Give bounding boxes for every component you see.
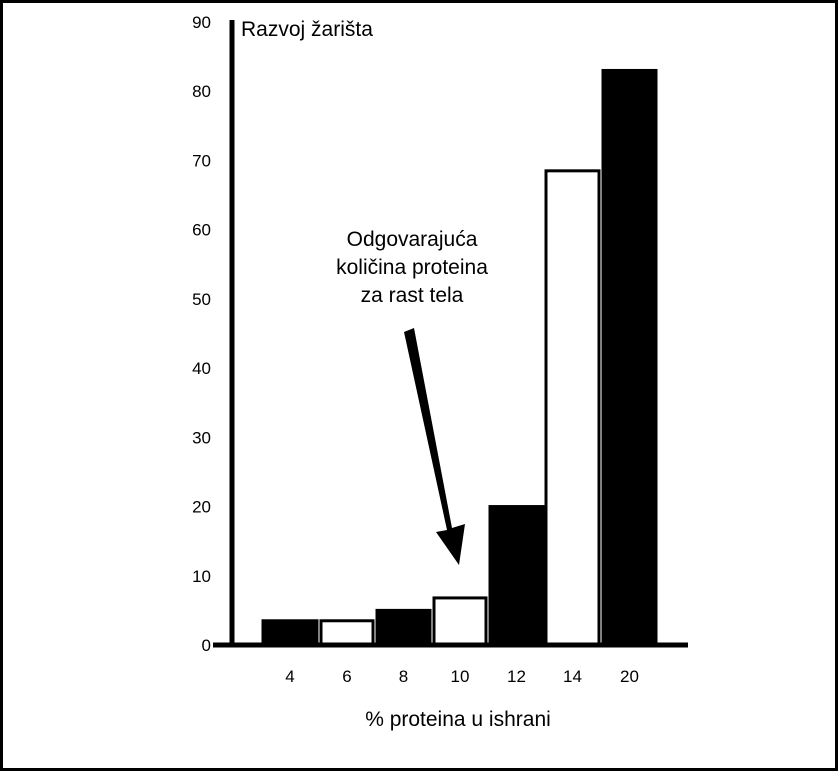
y-tick-label: 20: [192, 498, 211, 517]
x-axis-title: % proteina u ishrani: [365, 708, 551, 731]
annotation-line-2: količina proteina: [336, 256, 488, 279]
annotation: Odgovarajuća količina proteina za rast t…: [336, 228, 488, 565]
x-tick-label: 6: [342, 667, 351, 686]
x-tick-label: 20: [620, 667, 639, 686]
y-axis-title: Razvoj žarišta: [241, 18, 373, 41]
y-tick-label: 10: [192, 567, 211, 586]
x-tick-label: 4: [285, 667, 294, 686]
x-tick-label: 12: [507, 667, 526, 686]
x-tick-label: 10: [451, 667, 470, 686]
annotation-line-3: za rast tela: [361, 284, 464, 307]
y-tick-label: 40: [192, 359, 211, 378]
x-tick-label: 14: [563, 667, 582, 686]
bar-14: [544, 169, 601, 647]
bar-20: [601, 68, 658, 647]
y-tick-label: 80: [192, 82, 211, 101]
y-tick-label: 50: [192, 290, 211, 309]
annotation-arrow-icon: [404, 328, 465, 565]
y-tick-label: 0: [202, 636, 211, 655]
y-axis-ticks: 0 10 20 30 40 50 60 70 80 90: [192, 13, 211, 655]
bar-12: [488, 505, 545, 647]
bar-6: [319, 619, 375, 647]
x-tick-label: 8: [399, 667, 408, 686]
y-tick-label: 30: [192, 428, 211, 447]
y-tick-label: 90: [192, 13, 211, 32]
annotation-line-1: Odgovarajuća: [347, 228, 478, 251]
bar-4: [261, 619, 319, 647]
bar-8: [375, 608, 432, 647]
y-tick-label: 70: [192, 151, 211, 170]
bar-10: [432, 596, 488, 647]
y-tick-label: 60: [192, 221, 211, 240]
x-axis-ticks: 4 6 8 10 12 14 20: [285, 667, 639, 686]
